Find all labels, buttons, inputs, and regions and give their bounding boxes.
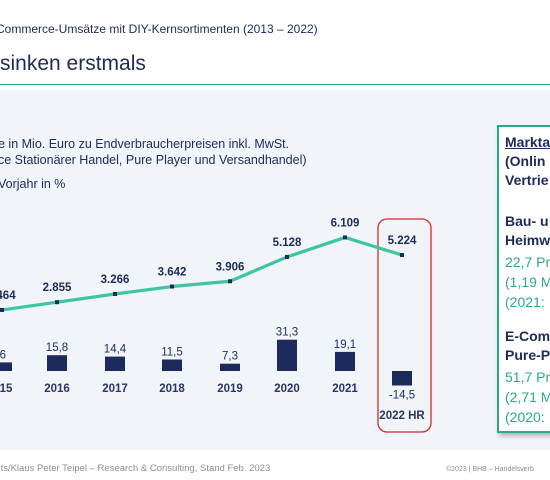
highlight-2022-box	[377, 218, 432, 433]
x-tick-2019: 2019	[217, 383, 243, 395]
x-tick-2017: 2017	[102, 383, 128, 395]
line-point-2017	[113, 292, 117, 297]
side-box-bau-heading-1: Bau- u	[505, 213, 549, 229]
side-box-bau-value-1: 22,7 Pr	[505, 254, 550, 270]
line-point-2021	[343, 235, 347, 240]
line-label-2017: 3.266	[101, 274, 130, 286]
bar-label-2022 HR: -14,5	[389, 390, 415, 402]
line-label-2021: 6.109	[331, 217, 360, 229]
bar-2018	[162, 359, 182, 371]
side-box-bau-value-3: (2021:	[505, 294, 545, 310]
revenue-line	[1, 235, 403, 312]
side-box-title-2: (Onlin	[505, 153, 546, 169]
line-point-2016	[55, 300, 59, 305]
bar-2019	[220, 363, 240, 371]
side-box-title-1: Markta	[505, 134, 550, 150]
chart-panel	[0, 90, 550, 450]
line-label-2016: 2.855	[43, 282, 72, 294]
x-tick-2020: 2020	[274, 383, 300, 395]
bar-label-2017: 14,4	[104, 344, 127, 356]
chart-subtitle-3: Vorjahr in %	[0, 177, 66, 191]
x-tick-15: 15	[0, 383, 13, 395]
line-point-2019	[228, 279, 232, 284]
line-label-2022 HR: 5.224	[388, 235, 417, 247]
bar-label-2020: 31,3	[276, 327, 298, 339]
side-box-ecom-heading-2: Pure-P	[505, 347, 550, 363]
chart-main-title: Commerce-Umsätze mit DIY-Kernsortimenten…	[0, 22, 318, 36]
bar-label-2016: 15,8	[46, 342, 68, 354]
chart-subtitle-2: ce Stationärer Handel, Pure Player und V…	[0, 153, 307, 167]
bar-label-2018: 11,5	[161, 347, 183, 359]
x-tick-2016: 2016	[44, 383, 70, 395]
line-label-2018: 3.642	[158, 267, 187, 279]
bar-2022 HR	[392, 371, 412, 386]
side-box-ecom-heading-1: E-Comm	[505, 328, 550, 344]
footer-copyright: ©2023 | BHB – Handelsverb	[446, 466, 534, 473]
bar-2021	[335, 351, 355, 371]
bar-label-15: 8,6	[0, 349, 6, 361]
line-label-2019: 3.906	[216, 261, 245, 273]
line-label-15: 464	[0, 290, 16, 302]
chart-subtitle-1: e in Mio. Euro zu Endverbraucherpreisen …	[0, 137, 290, 151]
bar-label-2019: 7,3	[222, 351, 238, 363]
line-point-2018	[170, 284, 174, 289]
line-point-15	[0, 307, 4, 312]
x-tick-2021: 2021	[332, 383, 358, 395]
side-box-ecom-value-2: (2,71 M	[505, 389, 550, 405]
bar-2016	[47, 355, 67, 371]
slide-headline: sinken erstmals	[0, 52, 146, 75]
side-box-ecom-value-1: 51,7 Pr	[505, 369, 550, 385]
headline-divider	[0, 84, 550, 85]
bar-2017	[105, 356, 125, 371]
side-box-ecom-value-3: (2020:	[505, 409, 545, 425]
side-box-bau-value-2: (1,19 M	[505, 274, 550, 290]
bar-label-2021: 19,1	[334, 339, 356, 351]
market-share-box: Markta (Onlin Vertrie Bau- u Heimw 22,7 …	[497, 125, 550, 433]
side-box-bau-heading-2: Heimw	[505, 232, 550, 248]
x-tick-2022 HR: 2022 HR	[379, 410, 425, 422]
x-tick-2018: 2018	[159, 383, 185, 395]
side-box-title-3: Vertrie	[505, 172, 549, 188]
line-label-2020: 5.128	[273, 237, 302, 249]
line-point-2020	[285, 254, 289, 259]
bar-2020	[277, 339, 297, 371]
line-point-2022 HR	[400, 253, 404, 258]
bar-15	[0, 362, 12, 371]
footer-source: ants/Klaus Peter Teipel – Research & Con…	[0, 463, 271, 474]
